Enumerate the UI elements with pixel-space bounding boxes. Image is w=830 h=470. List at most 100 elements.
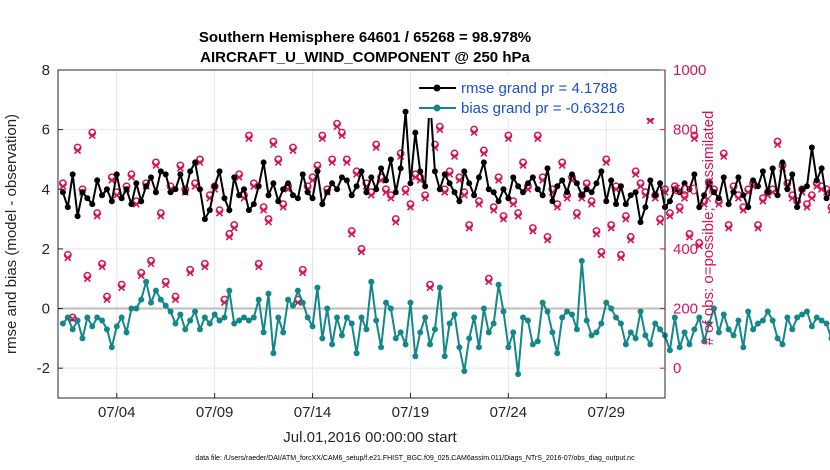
bias-point	[363, 326, 370, 333]
y-axis-right: 0 200 400 600 800 1000	[660, 62, 706, 377]
rmse-point	[500, 186, 507, 193]
bias-point	[427, 341, 434, 348]
obs-assimilated-point	[446, 170, 454, 178]
rmse-point	[128, 201, 135, 208]
obs-assimilated-point	[118, 284, 126, 292]
rmse-point	[265, 192, 272, 199]
y-axis-left-label: rmse and bias (model - observation)	[3, 114, 20, 354]
obs-assimilated-point	[470, 129, 478, 137]
rmse-point	[779, 159, 786, 166]
bias-point	[764, 308, 771, 315]
rmse-point	[578, 192, 585, 199]
bias-point	[799, 311, 806, 318]
bias-point	[431, 326, 438, 333]
bias-point	[676, 344, 683, 351]
rmse-point	[422, 183, 429, 190]
rmse-point	[539, 192, 546, 199]
bias-point	[402, 341, 409, 348]
bias-point	[334, 314, 341, 321]
rmse-point	[510, 174, 517, 181]
obs-assimilated-point	[382, 188, 390, 196]
rmse-point	[784, 186, 791, 193]
obs-assimilated-point	[529, 227, 537, 235]
bias-point	[539, 299, 546, 306]
obs-assimilated-point	[93, 212, 101, 220]
obs-assimilated-point	[411, 173, 419, 181]
bias-point	[774, 335, 781, 342]
rmse-point	[392, 189, 399, 196]
rmse-point	[431, 168, 438, 175]
bias-point	[148, 299, 155, 306]
bias-point	[196, 326, 203, 333]
obs-assimilated-point	[83, 275, 91, 283]
rmse-point	[598, 168, 605, 175]
bias-point	[725, 326, 732, 333]
y-left-tick-label: 4	[42, 181, 50, 198]
bias-point	[108, 344, 115, 351]
bias-point	[373, 317, 380, 324]
bias-point	[441, 353, 448, 360]
obs-assimilated-point	[191, 182, 199, 190]
rmse-point	[529, 174, 536, 181]
bias-point	[417, 329, 424, 336]
obs-assimilated-point	[348, 230, 356, 238]
rmse-point	[299, 171, 306, 178]
rmse-point	[759, 168, 766, 175]
bias-point	[94, 314, 101, 321]
obs-assimilated-point	[632, 170, 640, 178]
rmse-point	[108, 198, 115, 205]
obs-assimilated-point	[734, 194, 742, 202]
obs-assimilated-point	[255, 263, 263, 271]
obs-assimilated-point	[215, 209, 224, 217]
bias-point	[123, 329, 130, 336]
rmse-point	[755, 183, 762, 190]
rmse-point	[319, 201, 326, 208]
obs-assimilated-point	[455, 176, 463, 184]
obs-assimilated-point	[343, 158, 351, 167]
rmse-point	[637, 219, 644, 226]
bias-point	[485, 329, 492, 336]
bias-point	[103, 326, 110, 333]
rmse-point	[456, 198, 463, 205]
rmse-point	[363, 189, 370, 196]
bias-point	[59, 320, 66, 327]
rmse-point	[343, 177, 350, 184]
obs-assimilated-point	[353, 170, 361, 178]
bias-point	[250, 314, 257, 321]
rmse-point	[123, 186, 130, 193]
obs-assimilated-point	[392, 218, 400, 226]
bias-point	[260, 329, 267, 336]
rmse-point	[515, 183, 522, 190]
rmse-point	[89, 201, 96, 208]
legend-rmse-marker	[433, 84, 441, 92]
bias-point	[285, 296, 292, 303]
x-tick-label: 07/24	[490, 404, 528, 421]
rmse-point	[534, 186, 541, 193]
obs-assimilated-point	[333, 123, 341, 131]
rmse-point	[407, 180, 414, 187]
rmse-point	[490, 189, 497, 196]
rmse-point	[255, 183, 262, 190]
bias-point	[779, 341, 786, 348]
obs-assimilated-point	[176, 164, 184, 172]
rmse-point	[725, 201, 732, 208]
obs-assimilated-point	[357, 248, 366, 256]
obs-assimilated-point	[695, 242, 703, 250]
bias-point	[99, 317, 106, 324]
rmse-point	[735, 174, 742, 181]
bias-point	[818, 317, 825, 324]
bias-point	[564, 308, 571, 315]
rmse-point	[412, 129, 419, 136]
rmse-point	[485, 186, 492, 193]
rmse-point	[397, 165, 404, 172]
rmse-point	[270, 180, 277, 187]
x-tick-label: 07/09	[196, 404, 234, 421]
bias-point	[613, 314, 620, 321]
bias-point	[162, 302, 169, 309]
bias-point	[382, 299, 389, 306]
obs-assimilated-point	[279, 203, 287, 211]
bias-point	[299, 299, 306, 306]
bias-point	[759, 317, 766, 324]
obs-assimilated-point	[201, 263, 209, 271]
